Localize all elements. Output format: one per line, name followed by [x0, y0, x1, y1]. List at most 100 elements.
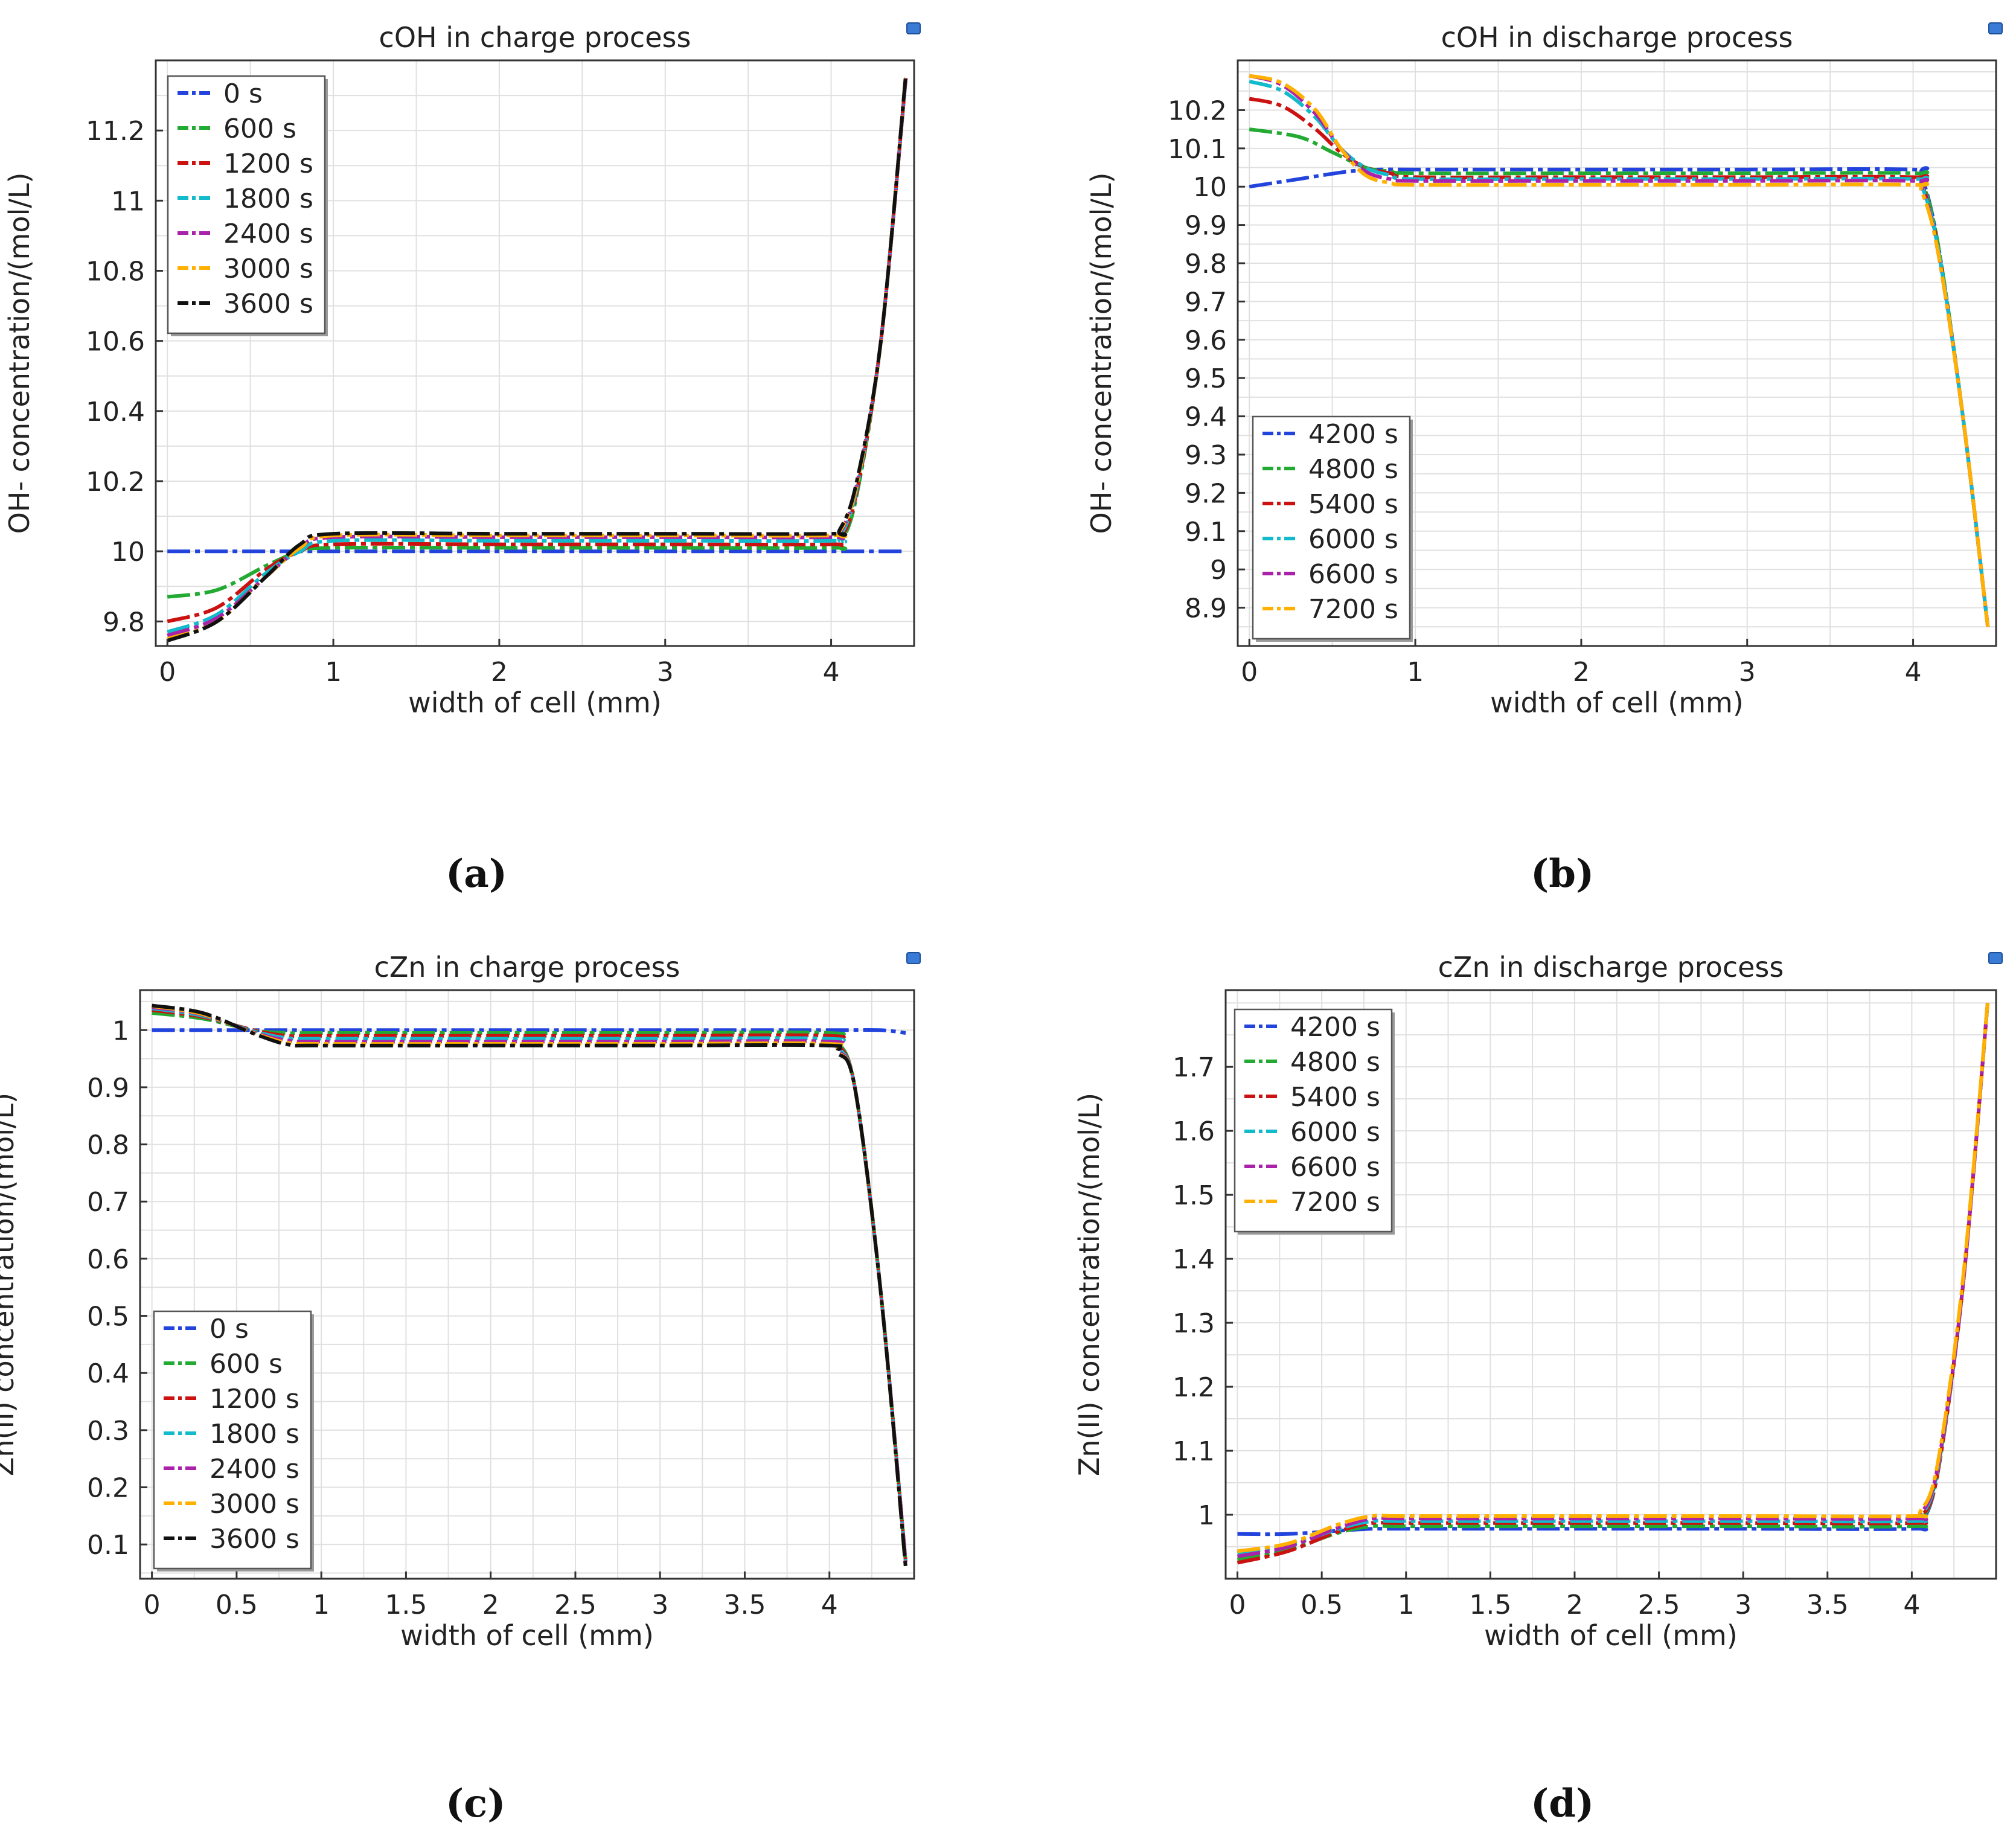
series-line-7200s	[1237, 1002, 1989, 1553]
x-tick-label: 2	[1566, 1590, 1583, 1620]
y-axis-label: OH- concentration/(mol/L)	[3, 173, 36, 534]
plot-frame	[139, 989, 915, 1580]
x-tick-label: 3.5	[1806, 1590, 1849, 1620]
legend-entry: 6000 s	[1290, 1117, 1380, 1148]
x-tick-label: 0.5	[216, 1590, 258, 1620]
plot-frame	[1237, 59, 1997, 647]
x-tick-label: 3	[657, 657, 674, 688]
y-tick-label: 9	[1210, 555, 1227, 586]
y-tick-label: 0.4	[87, 1358, 129, 1389]
y-tick-label: 9.7	[1185, 287, 1227, 318]
x-tick-label: 0	[144, 1590, 161, 1620]
x-tick-label: 3	[1735, 1590, 1752, 1620]
y-tick-label: 10.2	[1168, 95, 1227, 126]
panel-label-b: (b)	[1531, 851, 1595, 897]
x-tick-label: 3.5	[723, 1590, 766, 1620]
y-tick-label: 1	[1198, 1500, 1215, 1531]
export-icon	[1988, 22, 2003, 34]
y-tick-label: 1	[112, 1015, 129, 1046]
legend-entry: 4200 s	[1308, 419, 1398, 450]
x-tick-label: 1	[325, 657, 342, 688]
y-tick-label: 9.3	[1185, 440, 1227, 471]
y-tick-label: 10.1	[1168, 134, 1227, 165]
legend-entry: 5400 s	[1308, 489, 1398, 520]
y-tick-label: 9.2	[1185, 478, 1227, 509]
plot-frame	[1224, 989, 1997, 1580]
y-tick-label: 0.2	[87, 1473, 129, 1504]
x-tick-label: 3	[651, 1590, 668, 1620]
chart-title: cZn in discharge process	[1438, 951, 1784, 983]
y-tick-label: 8.9	[1185, 593, 1227, 624]
chart-a: 0 1 2 3 4 9.8 10 10.2 10.4 10.6 10.8 11 11.2 cOH in c…	[3, 21, 921, 719]
series-line-3600s	[152, 1003, 907, 1568]
y-axis-label: OH- concentration/(mol/L)	[1085, 173, 1118, 534]
series-line-0s	[152, 1028, 906, 1035]
legend-entry: 4800 s	[1290, 1047, 1380, 1078]
legend-entry: 7200 s	[1290, 1187, 1380, 1218]
x-tick-label: 1.5	[385, 1590, 427, 1620]
legend	[1252, 415, 1411, 640]
panel-label-a: (a)	[446, 851, 508, 897]
series-line-7200s	[1249, 74, 1990, 627]
legend-entry: 3600 s	[223, 289, 313, 319]
series-line-5400s	[1249, 97, 1990, 627]
x-tick-label: 2	[1573, 657, 1590, 688]
legend-entry: 4800 s	[1308, 454, 1398, 485]
y-tick-label: 9.8	[1185, 249, 1227, 280]
legend-entry: 0 s	[210, 1314, 249, 1344]
legend-entry: 6000 s	[1308, 524, 1398, 555]
y-tick-label: 1.1	[1173, 1436, 1215, 1467]
y-tick-label: 9.8	[103, 607, 145, 638]
y-axis-label: Zn(II) concentration/(mol/L)	[1073, 1093, 1106, 1476]
y-tick-label: 0.8	[87, 1130, 129, 1161]
series-line-3600s	[167, 74, 908, 643]
y-tick-label: 0.3	[87, 1416, 129, 1447]
legend	[153, 1310, 312, 1570]
x-tick-label: 0	[159, 657, 176, 688]
chart-title: cOH in charge process	[379, 21, 691, 54]
y-tick-label: 10	[111, 537, 145, 568]
plot-frame	[155, 59, 915, 647]
legend	[167, 75, 326, 334]
y-tick-label: 9.9	[1185, 211, 1227, 241]
x-tick-label: 1	[1407, 657, 1424, 688]
y-tick-label: 0.5	[87, 1302, 129, 1332]
x-tick-label: 1	[1398, 1590, 1415, 1620]
x-tick-label: 0.5	[1301, 1590, 1343, 1620]
x-tick-label: 3	[1739, 657, 1756, 688]
legend-entry: 0 s	[223, 78, 263, 109]
y-tick-label: 0.6	[87, 1244, 129, 1275]
legend-entry: 2400 s	[210, 1454, 299, 1485]
chart-c: 0 0.5 1 1.5 2 2.5 3 3.5 4 0.1 0.2 0.3 0.4 0.5 0.6 0.7 0.…	[0, 951, 921, 1652]
y-tick-label: 10.6	[86, 327, 145, 357]
y-tick-label: 9.5	[1185, 363, 1227, 394]
export-icon	[1988, 952, 2003, 964]
chart-d: 0 0.5 1 1.5 2 2.5 3 3.5 4 1 1.1 1.2 1.3 1.4 1.5 1.6 1.7 c…	[1073, 951, 2003, 1652]
legend	[1234, 1008, 1393, 1233]
legend-entry: 6600 s	[1308, 559, 1398, 590]
y-tick-label: 10.2	[86, 467, 145, 497]
x-tick-label: 2.5	[1638, 1590, 1680, 1620]
y-tick-label: 9.1	[1185, 517, 1227, 548]
legend-entry: 600 s	[210, 1349, 283, 1380]
x-tick-label: 2	[491, 657, 508, 688]
y-tick-label: 0.1	[87, 1530, 129, 1561]
y-tick-label: 1.5	[1173, 1180, 1215, 1211]
x-tick-label: 4	[1903, 1590, 1920, 1620]
legend-entry: 4200 s	[1290, 1012, 1380, 1043]
legend-entry: 5400 s	[1290, 1082, 1380, 1113]
legend-entry: 1800 s	[223, 184, 313, 214]
legend-entry: 2400 s	[223, 219, 313, 249]
legend-entry: 7200 s	[1308, 594, 1398, 625]
export-icon	[906, 22, 921, 34]
x-axis-label: width of cell (mm)	[1490, 686, 1744, 719]
y-tick-label: 0.9	[87, 1073, 129, 1104]
x-axis-label: width of cell (mm)	[400, 1619, 654, 1652]
panel-label-c: (c)	[446, 1781, 506, 1826]
x-tick-label: 0	[1229, 1590, 1246, 1620]
x-tick-label: 2.5	[554, 1590, 597, 1620]
y-axis-label: Zn(II) concentration/(mol/L)	[0, 1093, 20, 1476]
legend-entry: 1200 s	[210, 1384, 299, 1415]
x-tick-label: 4	[823, 657, 840, 688]
